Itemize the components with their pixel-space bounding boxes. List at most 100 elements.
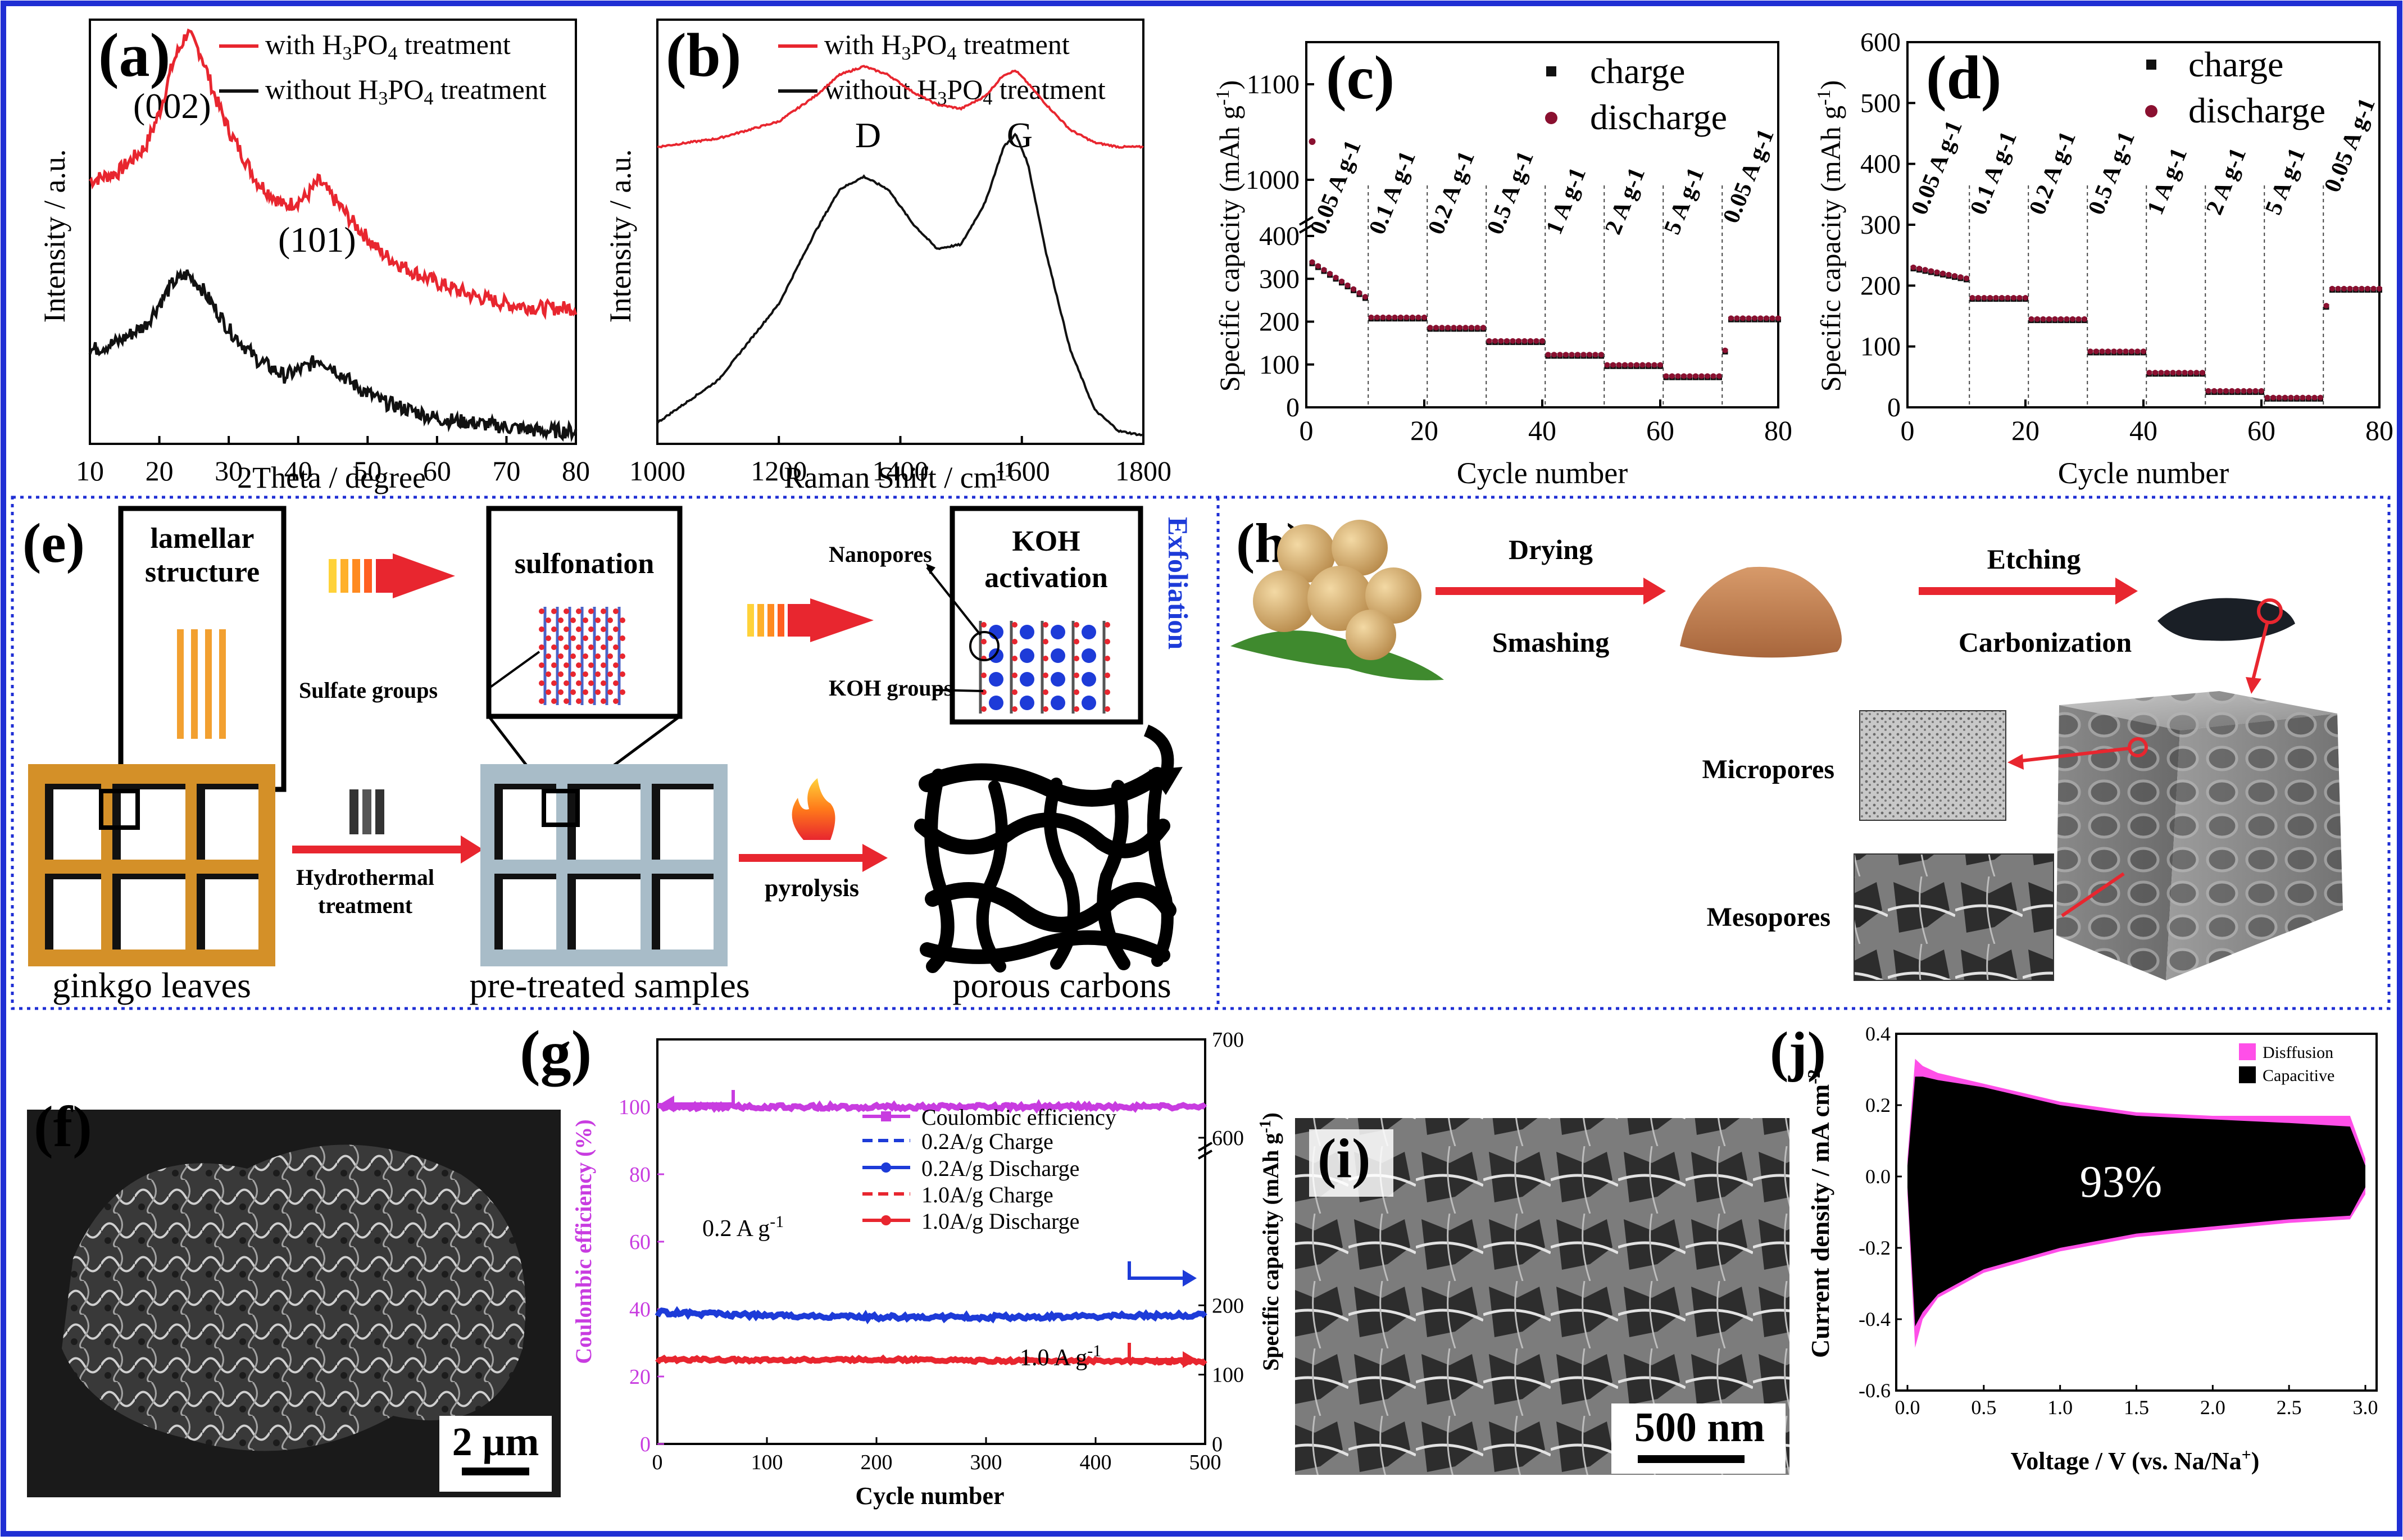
panel-c-ytick-label-2: 200 [1259,307,1300,337]
panel-a-x-ticks: 10 20 30 40 50 60 70 80 [76,436,590,487]
panel-d-discharge-point [2276,394,2282,401]
sulfate-dot [613,680,619,686]
panel-j-y-axis-title: Current density / mA cm-2 [1804,1069,1834,1358]
panel-c-discharge-point [1575,352,1580,358]
sulfate-dot [564,662,569,668]
panel-g-legend-02d: 0.2A/g Discharge [921,1156,1079,1181]
carbon-powder-image [2157,598,2295,641]
panel-c-rate-performance: (c) charge discharge 0 20 40 60 80 0 100 200 300… [1212,41,1792,490]
panel-b-series-1 [656,133,1144,437]
koh-red-dot [1074,706,1079,712]
panel-c-discharge-point [1469,325,1474,331]
koh-blue-dot [1020,696,1034,710]
panel-j-xtick-label-1: 0.5 [1971,1396,1996,1419]
panel-d-discharge-point [2270,394,2276,401]
panel-d-ytick-label-5: 500 [1860,88,1901,118]
panel-j-xtick-label-6: 3.0 [2353,1396,2378,1419]
panel-c-legend-charge: charge [1590,51,1685,91]
panel-g-axis-break [1197,1142,1213,1160]
panel-d-discharge-point [1964,275,1969,281]
panel-c-discharge-point [1722,347,1728,353]
panel-d-discharge-point [2264,394,2270,401]
hydrothermal-label-line2: treatment [318,893,413,918]
panel-d-discharge-point [1999,295,2005,301]
hydrothermal-label-line1: Hydrothermal [296,865,434,890]
koh-red-dot [1074,656,1079,661]
panel-d-discharge-point [2123,348,2129,355]
nanopores-label: Nanopores [829,542,932,567]
panel-c-ytick-label-3: 300 [1259,264,1300,294]
panel-j-ytick-label-4: -0.4 [1859,1308,1891,1330]
panel-g-legend-10d: 1.0A/g Discharge [921,1209,1079,1234]
koh-red-dot [1105,689,1110,695]
smashing-label: Smashing [1492,626,1609,658]
panel-d-discharge-point [2023,295,2028,301]
panel-d-discharge-point [2040,316,2046,322]
panel-c-discharge-point [1386,314,1392,320]
hydrothermal-arrow [292,789,483,864]
pyrolysis-label: pyrolysis [765,874,859,902]
koh-blue-dot [1020,648,1034,663]
koh-blue-dot [989,672,1003,687]
panel-c-discharge-point [1315,263,1321,269]
panel-d-discharge-point [2028,316,2034,322]
koh-red-dot [1012,656,1017,661]
panel-g-cycling: (g) 0 100 200 300 400 50002040608010001002006… [520,1018,1283,1510]
mesopores-sem-image [1854,853,2054,981]
panel-c-discharge-point [1639,362,1646,368]
panel-c-discharge-point [1498,338,1504,344]
longan-fruit-image [1230,520,1444,680]
panel-d-legend-charge: charge [2188,44,2283,84]
panel-j-ytick-label-2: 0.0 [1865,1165,1891,1188]
panel-c-xtick-label-2: 40 [1528,415,1556,446]
panel-j-ytick-label-1: 0.2 [1865,1094,1891,1116]
panel-c-discharge-point [1657,362,1663,368]
panel-d-discharge-point [2064,316,2070,322]
sulfate-dot [595,671,601,677]
panel-d-discharge-point [1910,264,1916,270]
sulfate-dot [576,662,582,668]
panel-g-yltick-label-0: 0 [640,1433,651,1456]
sulfate-dot [620,689,625,695]
koh-red-dot [1043,622,1048,628]
panel-d-discharge-point [2164,370,2170,376]
panel-c-discharge-point [1474,325,1480,331]
koh-blue-dot [1082,625,1096,639]
panel-d-discharge-point [2241,388,2247,394]
sulfate-dot [564,608,569,614]
panel-c-discharge-point [1663,373,1669,379]
panel-c-ytick-label-6: 1100 [1247,70,1300,99]
panel-c-discharge-point [1592,352,1598,358]
panel-c-discharge-point [1539,338,1545,344]
sulfate-dot [539,644,544,650]
panel-b-x-axis-title: Raman Shift / cm-1 [784,458,1014,494]
panel-c-discharge-point [1528,338,1533,344]
panel-g-yltick-label-3: 60 [629,1230,651,1254]
panel-g-02-series [655,1306,1207,1325]
panel-a-xtick-label-0: 10 [76,455,104,487]
panel-b-xtick-label-0: 1000 [629,455,685,487]
koh-red-dot [1074,639,1079,644]
panel-c-discharge-point [1687,373,1693,379]
panel-d-ytick-label-2: 200 [1860,271,1901,301]
sulfate-dot [570,617,576,623]
panel-d-ytick-label-1: 100 [1860,332,1901,362]
panel-d-discharge-point [2259,388,2264,394]
panel-c-discharge-point [1309,259,1315,265]
sulfate-dot [546,653,551,659]
panel-c-discharge-point [1604,362,1610,368]
panel-c-discharge-point [1492,338,1498,344]
panel-b-legend-1: with H3PO4 treatment [824,29,1070,64]
fire-icon [792,778,835,840]
panel-c-discharge-point [1410,314,1415,320]
panel-g-axis-arrows [660,1090,1197,1368]
carbonization-label: Carbonization [1959,626,2132,658]
koh-red-dot [1012,673,1017,678]
panel-f-scale-bg [439,1416,552,1492]
koh-red-dot [1043,656,1048,661]
panel-d-discharge-point [2075,316,2082,322]
panel-j-label: (j) [1770,1020,1826,1083]
panel-d-discharge-point [2335,285,2341,292]
panel-d-discharge-point [1934,269,1940,275]
